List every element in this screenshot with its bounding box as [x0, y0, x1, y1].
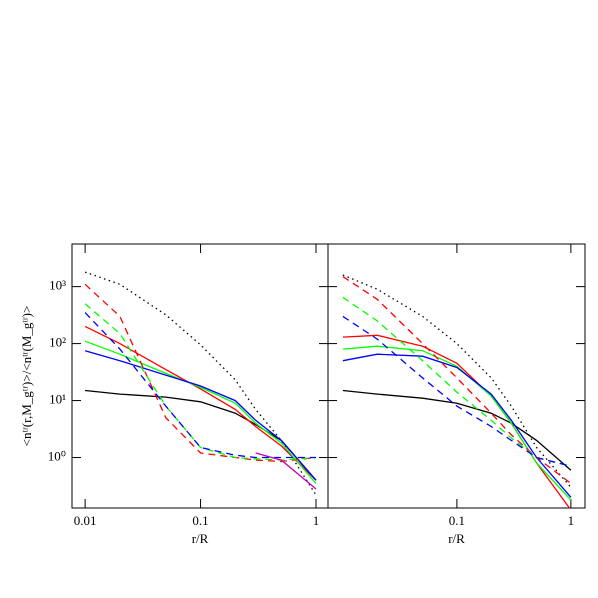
x-tick-label: 1	[568, 513, 575, 528]
series-line	[342, 345, 572, 501]
series-line	[342, 353, 572, 498]
x-tick-label: 0.1	[192, 513, 208, 528]
series-line	[342, 276, 572, 485]
series-line	[84, 283, 317, 463]
x-tick-label: 0.01	[74, 513, 97, 528]
series-line	[342, 274, 572, 488]
series-line	[342, 334, 571, 508]
series-line	[84, 325, 317, 481]
x-axis-label: r/R	[192, 531, 209, 546]
y-tick-label: 10³	[49, 278, 66, 293]
x-axis-label: r/R	[448, 531, 465, 546]
y-axis-label: <nᵗʳ(r,M_gᵗʳ)>/<nᵗʳ(M_gᵗʳ)>	[19, 306, 34, 447]
y-tick-label: 10²	[49, 335, 66, 350]
y-tick-label: 10⁰	[48, 449, 66, 464]
y-tick-label: 10¹	[49, 392, 66, 407]
series-line	[84, 303, 317, 461]
series-line	[84, 350, 317, 481]
x-tick-label: 0.1	[449, 513, 465, 528]
x-tick-label: 1	[313, 513, 320, 528]
series-line	[84, 312, 316, 459]
series-line	[255, 452, 317, 490]
series-line	[85, 389, 317, 481]
series-line	[342, 389, 572, 471]
series-line	[342, 315, 572, 467]
series-line	[84, 340, 317, 484]
plot-frame	[71, 243, 329, 509]
series-line	[84, 271, 317, 496]
